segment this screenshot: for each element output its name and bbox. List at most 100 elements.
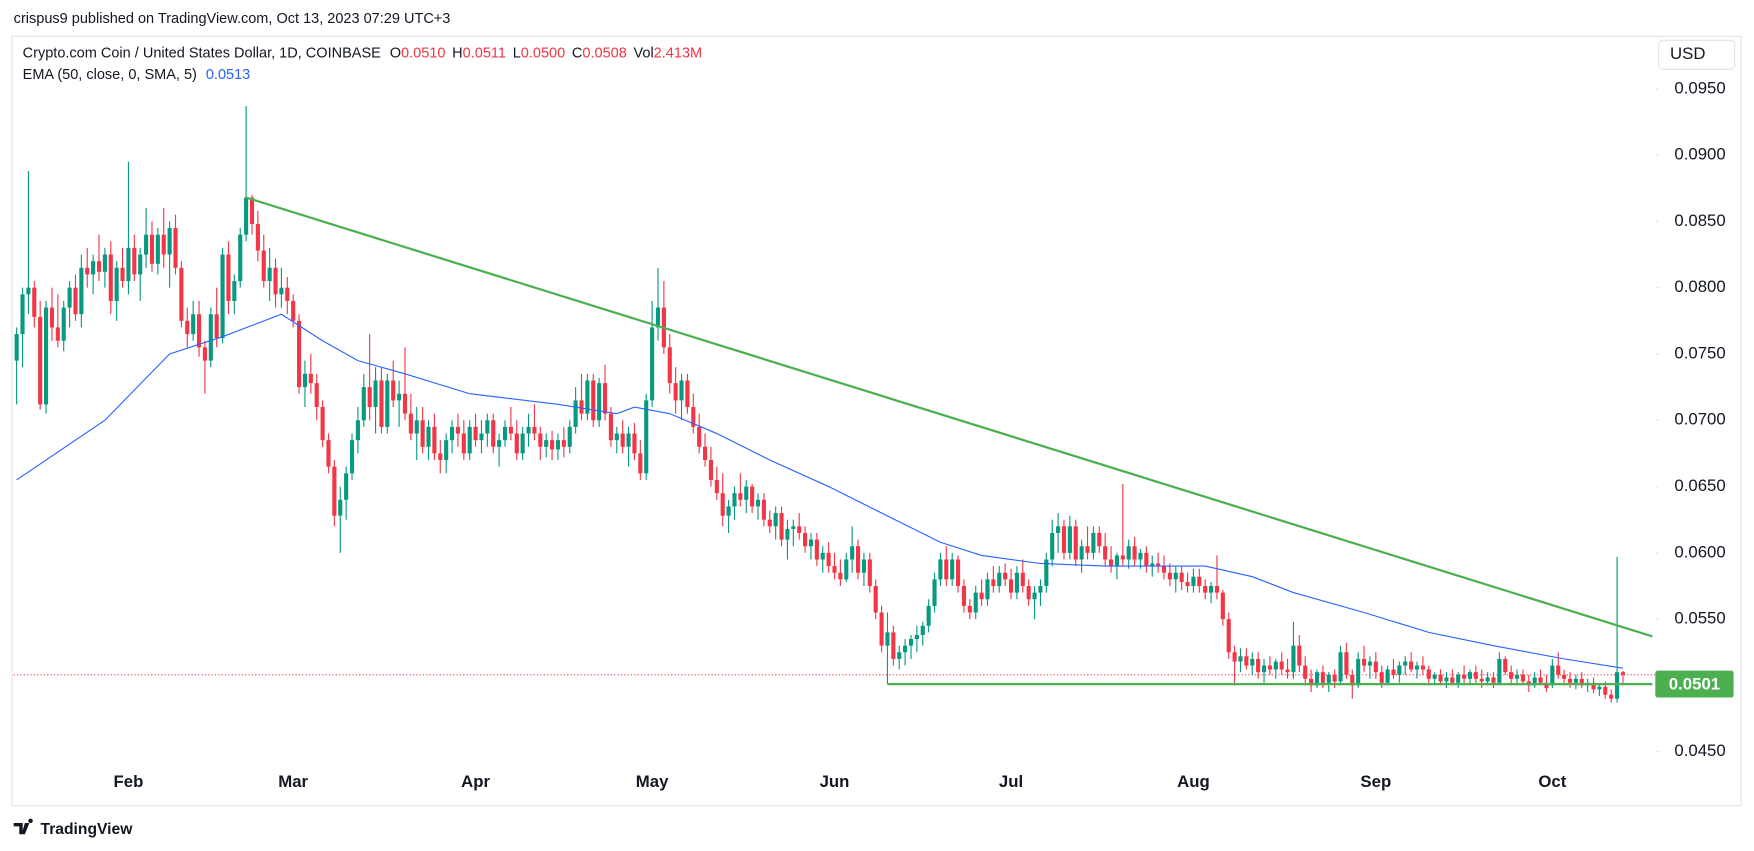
candle-body xyxy=(308,373,313,384)
candle-body xyxy=(561,440,566,447)
candle-body xyxy=(750,486,755,507)
candle-body xyxy=(120,267,125,282)
candle-body xyxy=(973,592,978,613)
candle-body xyxy=(1203,585,1208,593)
candle-body xyxy=(844,559,849,580)
candle-body xyxy=(703,446,708,461)
candle-body xyxy=(332,466,337,516)
candle-body xyxy=(67,287,72,308)
candle-body xyxy=(614,433,619,441)
candle-body xyxy=(485,420,490,434)
candle-body xyxy=(1003,572,1008,580)
candle-body xyxy=(932,579,937,606)
candle-body xyxy=(196,314,202,348)
candle-body xyxy=(944,559,949,580)
candle-body xyxy=(879,612,884,646)
candle-body xyxy=(1026,585,1031,600)
candle-body xyxy=(997,572,1002,586)
candle-body xyxy=(61,307,66,341)
candle-body xyxy=(302,373,308,388)
candle-body xyxy=(1609,694,1614,699)
candle-body xyxy=(279,287,284,295)
candle-body xyxy=(985,579,990,600)
candle-body xyxy=(1367,661,1373,666)
candle-body xyxy=(1020,572,1025,586)
symbol-legend: Crypto.com Coin / United States Dollar, … xyxy=(23,46,702,62)
candle-body xyxy=(20,294,25,335)
candle-body xyxy=(1250,658,1255,666)
candle-body xyxy=(1297,645,1302,666)
candle-body xyxy=(1414,665,1420,670)
candle-body xyxy=(1150,563,1155,567)
candle-body xyxy=(938,559,943,580)
candle-body xyxy=(173,228,178,268)
candle-body xyxy=(797,526,802,533)
candle-body xyxy=(1356,658,1361,686)
ema-name: EMA (50, close, 0, SMA, 5) xyxy=(23,67,197,83)
candle-body xyxy=(767,519,772,527)
candle-body xyxy=(885,632,890,646)
candle-body xyxy=(1361,658,1367,666)
candle-body xyxy=(232,281,237,301)
candle-body xyxy=(126,247,131,282)
candle-body xyxy=(714,479,719,494)
candle-body xyxy=(1285,669,1290,673)
x-tick-label: Oct xyxy=(1538,772,1566,791)
candle-body xyxy=(1238,656,1243,662)
candle-body xyxy=(914,635,919,640)
candle-body xyxy=(1156,563,1161,567)
x-tick-label: Apr xyxy=(461,772,490,791)
candle-body xyxy=(144,234,149,255)
candle-body xyxy=(320,407,325,441)
candle-body xyxy=(1267,665,1272,670)
candle-body xyxy=(326,440,331,467)
candle-body xyxy=(1514,674,1520,679)
candle-body xyxy=(1108,559,1114,567)
candle-body xyxy=(779,513,784,540)
candle-body xyxy=(402,393,408,414)
candle-body xyxy=(1567,678,1573,683)
candle-body xyxy=(626,433,631,447)
candle-body xyxy=(826,552,831,567)
candle-body xyxy=(367,387,372,408)
currency-label[interactable]: USD xyxy=(1670,44,1705,63)
x-tick-label: May xyxy=(636,772,669,791)
candle-body xyxy=(532,426,537,434)
legend-key: L xyxy=(513,46,521,62)
logo-icon xyxy=(13,818,33,835)
candle-body xyxy=(473,426,478,441)
y-tick-label: 0.0650 xyxy=(1674,476,1725,495)
candle-body xyxy=(903,645,908,653)
candle-body xyxy=(1485,677,1490,682)
currency-button[interactable] xyxy=(1658,39,1736,70)
candle-body xyxy=(679,380,684,401)
candle-body xyxy=(555,440,561,450)
candle-body xyxy=(1226,619,1231,653)
candle-body xyxy=(202,347,207,361)
legend-value: 0.0500 xyxy=(521,46,565,62)
candle-body xyxy=(873,585,878,613)
candle-body xyxy=(226,254,231,301)
candle-body xyxy=(550,440,555,450)
candle-body xyxy=(249,197,255,225)
candle-body xyxy=(644,400,649,474)
candle-body xyxy=(897,652,902,659)
legend-value: 0.0510 xyxy=(401,46,445,62)
candle-body xyxy=(655,307,661,328)
y-tick-label: 0.0800 xyxy=(1674,277,1725,296)
candle-body xyxy=(479,433,484,441)
candle-body xyxy=(1509,672,1514,679)
candle-body xyxy=(267,267,272,282)
candle-body xyxy=(1197,576,1202,586)
candle-body xyxy=(1591,682,1596,690)
candle-body xyxy=(55,327,60,341)
candle-body xyxy=(1044,559,1049,586)
candle-body xyxy=(832,566,837,573)
candle-body xyxy=(385,380,390,427)
candle-body xyxy=(1114,555,1119,567)
candle-body xyxy=(738,493,743,500)
candle-body xyxy=(1038,585,1043,593)
candle-body xyxy=(1179,572,1184,583)
y-tick-label: 0.0700 xyxy=(1674,410,1725,429)
